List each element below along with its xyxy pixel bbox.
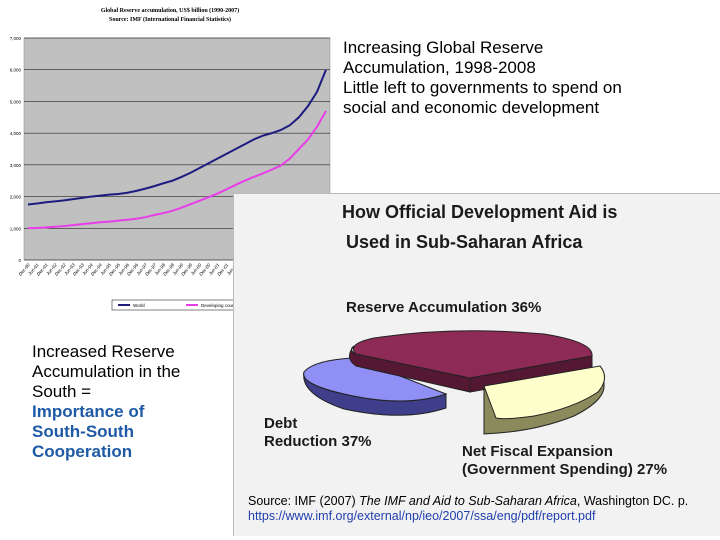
y-tick-label: 2,000 xyxy=(10,195,22,200)
y-tick-label: 6,000 xyxy=(10,68,22,73)
legend-label: World xyxy=(133,303,145,308)
highlight-line: South-South xyxy=(32,422,134,441)
source-prefix: Source: IMF (2007) xyxy=(248,494,360,508)
pie-slice-debt-reduction xyxy=(303,357,448,416)
y-tick-label: 4,000 xyxy=(10,131,22,136)
pie-label-debt-1: Debt xyxy=(264,415,297,432)
reserve-line-chart: Global Reserve accumulation, US$ billion… xyxy=(10,7,331,311)
y-tick-label: 0 xyxy=(18,258,21,263)
highlight-line: Cooperation xyxy=(32,442,133,461)
top-text-line: Accumulation, 1998-2008 xyxy=(343,58,536,77)
bottom-text-block: Increased Reserve Accumulation in the So… xyxy=(32,342,222,462)
bottom-text-line: Accumulation in the xyxy=(32,362,181,381)
slice-reserve-top xyxy=(352,330,593,379)
pie-label-fiscal-2: (Government Spending) 27% xyxy=(462,461,667,478)
top-text-block: Increasing Global Reserve Accumulation, … xyxy=(343,38,713,118)
legend-label: Developing countries xyxy=(201,303,244,308)
bottom-text-line: South = xyxy=(32,382,92,401)
slice-debt-top xyxy=(303,357,448,402)
source-title: The IMF and Aid to Sub-Saharan Africa xyxy=(359,494,577,508)
slice-fiscal-top xyxy=(483,365,605,420)
source-citation: Source: IMF (2007) The IMF and Aid to Su… xyxy=(248,494,718,524)
pie-label-reserve: Reserve Accumulation 36% xyxy=(346,299,541,316)
y-tick-label: 3,000 xyxy=(10,163,22,168)
y-tick-label: 1,000 xyxy=(10,226,22,231)
y-tick-label: 5,000 xyxy=(10,99,22,104)
bottom-text-line: Increased Reserve xyxy=(32,342,175,361)
oda-pie-panel: How Official Development Aid is Used in … xyxy=(233,193,720,536)
line-chart-title: Global Reserve accumulation, US$ billion… xyxy=(101,7,239,14)
top-text-line: Little left to governments to spend on xyxy=(343,78,622,97)
series-line-0 xyxy=(27,69,327,206)
top-text-line: Increasing Global Reserve xyxy=(343,38,544,57)
pie-label-debt-2: Reduction 37% xyxy=(264,433,372,450)
top-text-line: social and economic development xyxy=(343,98,600,117)
pie-slice-net-fiscal-expansion xyxy=(483,365,605,435)
source-link[interactable]: https://www.imf.org/external/np/ieo/2007… xyxy=(248,509,596,523)
series-line-1 xyxy=(27,110,327,230)
source-suffix: , Washington DC. p. xyxy=(576,494,689,508)
y-tick-label: 7,000 xyxy=(10,36,22,41)
pie-label-fiscal-1: Net Fiscal Expansion xyxy=(462,443,613,460)
pie-title-line-2: Used in Sub-Saharan Africa xyxy=(346,232,583,252)
pie-title-line-1: How Official Development Aid is xyxy=(342,202,617,222)
oda-pie-chart: How Official Development Aid is Used in … xyxy=(264,202,667,478)
highlight-line: Importance of xyxy=(32,402,145,421)
line-chart-subtitle: Source: IMF (International Financial Sta… xyxy=(109,16,231,23)
